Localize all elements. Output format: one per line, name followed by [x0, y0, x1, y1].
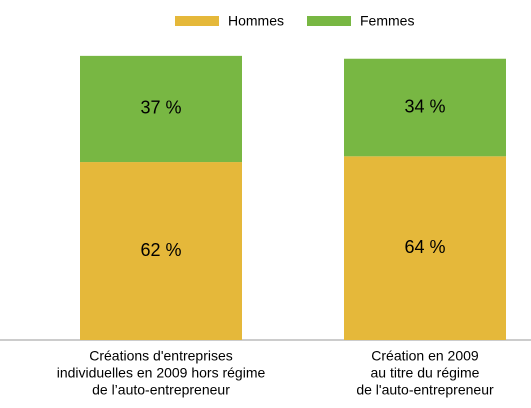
bar-segment: [344, 156, 506, 340]
x-tick-label: Créations d'entreprises: [89, 348, 233, 364]
value-label: 37 %: [140, 98, 181, 118]
x-tick-label: au titre du régime: [371, 365, 480, 381]
x-tick-label: de l’auto-entrepreneur: [92, 382, 230, 398]
value-label: 62 %: [140, 240, 181, 260]
legend-swatch: [307, 16, 351, 26]
bar-segment: [80, 55, 242, 163]
legend-label: Femmes: [360, 13, 414, 29]
value-label: 64 %: [404, 237, 445, 257]
x-tick-label: individuelles en 2009 hors régime: [57, 365, 266, 381]
bar-segment: [80, 162, 242, 340]
value-label: 34 %: [404, 96, 445, 116]
legend-label: Hommes: [228, 13, 284, 29]
x-tick-label: Création en 2009: [371, 348, 479, 364]
legend-swatch: [175, 16, 219, 26]
bar-segment: [344, 58, 506, 157]
x-tick-label: de l'auto-entrepreneur: [356, 382, 494, 398]
